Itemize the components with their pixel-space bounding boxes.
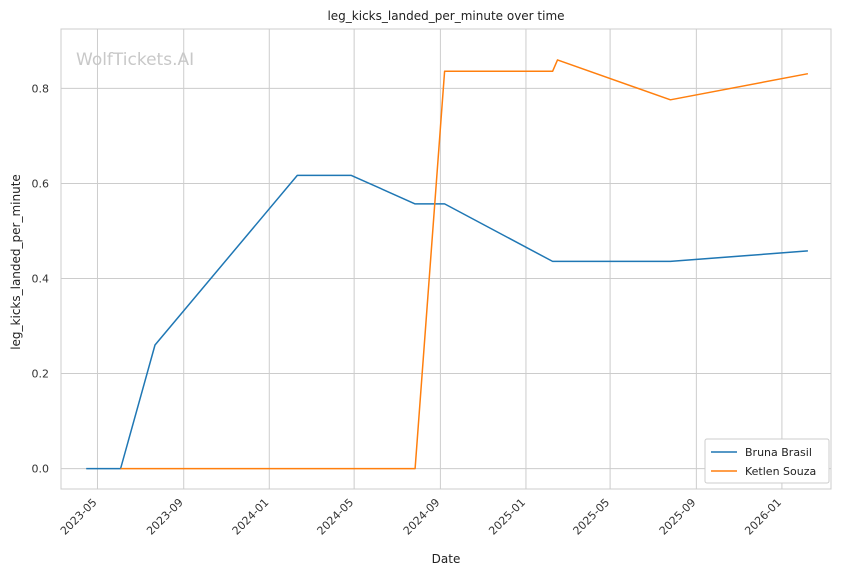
x-tick-label: 2024-09	[401, 496, 443, 538]
series-line-ketlen-souza	[120, 59, 809, 470]
y-axis-label: leg_kicks_landed_per_minute	[9, 174, 23, 350]
x-axis-ticks: 2023-05 2023-09 2024-01 2024-05 2024-09 2025-…	[58, 496, 784, 538]
y-tick-label: 0.4	[32, 272, 50, 285]
plot-area-frame	[60, 28, 832, 490]
grid	[61, 29, 831, 489]
series-layer	[86, 59, 809, 470]
x-tick-label: 2025-01	[486, 496, 528, 538]
legend: Bruna Brasil Ketlen Souza	[704, 438, 830, 484]
x-tick-label: 2024-01	[230, 496, 272, 538]
legend-label-bruna-brasil: Bruna Brasil	[745, 446, 812, 459]
watermark: WolfTickets.AI	[76, 50, 194, 70]
y-axis-ticks: 0.0 0.2 0.4 0.6 0.8	[32, 82, 50, 475]
x-tick-label: 2023-09	[144, 496, 186, 538]
y-tick-label: 0.2	[32, 368, 50, 381]
legend-label-ketlen-souza: Ketlen Souza	[745, 465, 816, 478]
series-line-bruna-brasil	[86, 174, 808, 470]
x-tick-label: 2023-05	[58, 496, 100, 538]
y-tick-label: 0.0	[32, 463, 50, 476]
y-tick-label: 0.8	[32, 82, 50, 95]
y-tick-label: 0.6	[32, 177, 50, 190]
x-axis-label: Date	[432, 552, 461, 566]
x-tick-label: 2026-01	[742, 496, 784, 538]
chart-title: leg_kicks_landed_per_minute over time	[327, 9, 564, 23]
x-tick-label: 2025-05	[571, 496, 613, 538]
x-tick-label: 2025-09	[657, 496, 699, 538]
x-tick-label: 2024-05	[315, 496, 357, 538]
legend-box	[704, 438, 830, 484]
